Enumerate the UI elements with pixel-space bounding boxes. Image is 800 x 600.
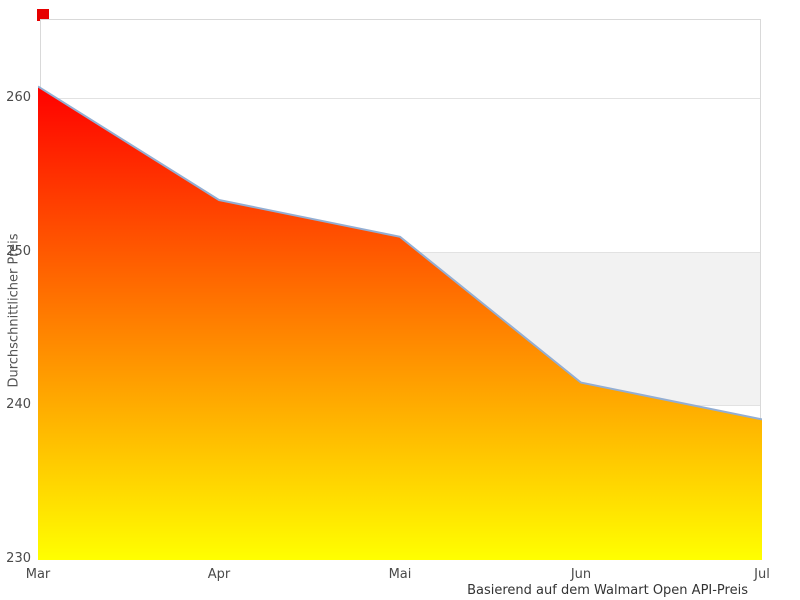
area-line <box>38 85 762 421</box>
x-tick-label: Jul <box>754 567 770 582</box>
x-tick-label: Jun <box>570 567 592 582</box>
y-tick-label: 260 <box>6 90 31 106</box>
gridline <box>41 98 760 100</box>
legend-swatch <box>37 9 49 21</box>
chart-caption: Basierend auf dem Walmart Open API-Preis <box>467 583 748 598</box>
y-tick-label: 240 <box>6 397 31 413</box>
x-tick-label: Mar <box>25 567 51 582</box>
area-series <box>38 85 762 560</box>
x-tick-label: Mai <box>388 567 412 582</box>
area-fill <box>38 86 762 560</box>
y-tick-label: 230 <box>6 550 31 566</box>
x-tick-label: Apr <box>207 567 231 582</box>
y-tick-label: 250 <box>6 243 31 259</box>
